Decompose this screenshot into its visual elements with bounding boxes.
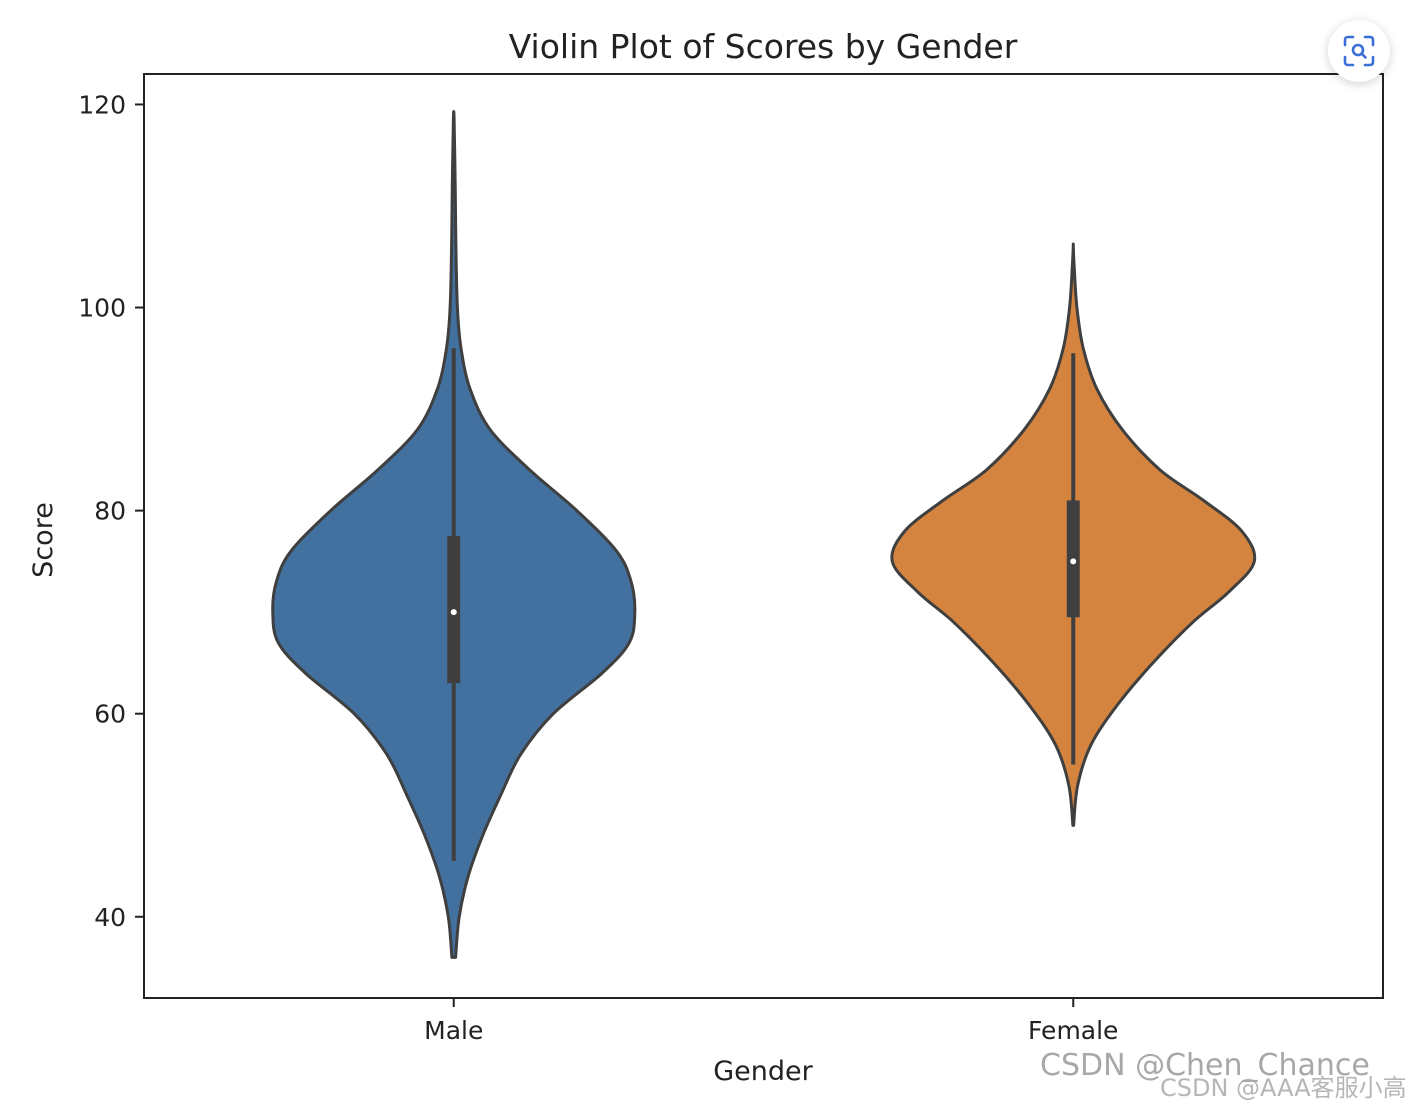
y-tick-label: 40 bbox=[94, 903, 126, 932]
violins-layer bbox=[271, 109, 1257, 959]
x-axis: Male Female bbox=[424, 998, 1118, 1045]
watermark-primary: CSDN @Chen_Chance bbox=[1040, 1048, 1370, 1083]
y-tick-label: 120 bbox=[78, 90, 126, 119]
x-axis-label: Gender bbox=[713, 1056, 813, 1087]
y-axis-label: Score bbox=[28, 502, 59, 578]
y-axis: 40 60 80 100 120 bbox=[78, 90, 144, 932]
median-dot-male bbox=[450, 609, 457, 616]
y-tick-label: 100 bbox=[78, 294, 126, 323]
y-tick-label: 80 bbox=[94, 497, 126, 526]
y-tick-label: 60 bbox=[94, 700, 126, 729]
scan-button[interactable] bbox=[1328, 20, 1390, 82]
watermark-secondary: CSDN @AAA客服小高 bbox=[1160, 1074, 1407, 1102]
x-tick-label-female: Female bbox=[1028, 1016, 1118, 1045]
median-dot-female bbox=[1070, 558, 1077, 565]
inner-boxes-layer bbox=[447, 348, 1080, 861]
plot-frame bbox=[143, 73, 1384, 999]
chart-title: Violin Plot of Scores by Gender bbox=[509, 27, 1018, 66]
x-tick-label-male: Male bbox=[424, 1016, 483, 1045]
scan-search-icon bbox=[1343, 35, 1375, 67]
